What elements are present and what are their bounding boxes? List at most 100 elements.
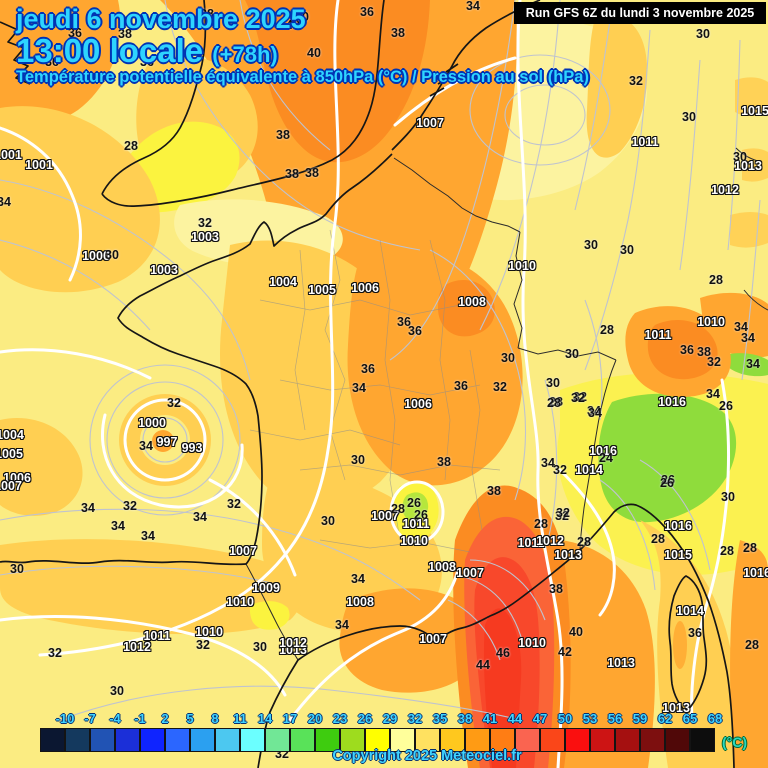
scale-tick-label: 26 (357, 711, 373, 726)
temperature-label: 36 (397, 314, 411, 329)
temperature-label: 30 (105, 247, 119, 262)
scale-tick-label: -10 (55, 711, 75, 726)
pressure-label: 1014 (575, 462, 603, 477)
scale-tick-label: 65 (682, 711, 698, 726)
temperature-label: 30 (546, 375, 560, 390)
scale-cell (640, 728, 665, 752)
temperature-label: 34 (0, 194, 11, 209)
temperature-label: 34 (193, 509, 207, 524)
scale-cell (540, 728, 565, 752)
scale-cell (365, 728, 390, 752)
scale-tick-label: 50 (557, 711, 573, 726)
scale-tick-label: 5 (186, 711, 194, 726)
pressure-label: 1015 (664, 547, 692, 562)
temperature-label: 28 (391, 501, 405, 516)
temperature-label: 36 (454, 378, 468, 393)
scale-tick-label: 20 (307, 711, 323, 726)
scale-tick-label: 68 (707, 711, 723, 726)
pressure-label: 1011 (631, 134, 659, 149)
temperature-label: 40 (286, 17, 300, 32)
pressure-label: 1009 (252, 580, 280, 595)
temperature-label: 28 (709, 272, 723, 287)
scale-cell (215, 728, 240, 752)
temperature-label: 32 (571, 390, 585, 405)
pressure-label: 1003 (150, 262, 178, 277)
pressure-label: 1007 (416, 115, 444, 130)
temperature-label: 36 (680, 342, 694, 357)
temperature-label: 30 (584, 237, 598, 252)
pressure-label: 1010 (400, 533, 428, 548)
temperature-label: 30 (721, 489, 735, 504)
temperature-label: 32 (707, 354, 721, 369)
temperature-label: 34 (734, 319, 748, 334)
temperature-label: 40 (569, 624, 583, 639)
temperature-label: 30 (620, 242, 634, 257)
scale-tick-label: 59 (632, 711, 648, 726)
pressure-label: 1005 (0, 446, 23, 461)
temperature-label: 30 (682, 109, 696, 124)
scale-cell (615, 728, 640, 752)
department-borders (249, 229, 501, 553)
valid-time-text: 13:00 locale (16, 32, 204, 69)
pressure-label: 1016 (743, 565, 768, 580)
scale-cell (340, 728, 365, 752)
pressure-label: 1007 (419, 631, 447, 646)
run-info-text: Run GFS 6Z du lundi 3 novembre 2025 (525, 6, 755, 20)
temperature-label: 38 (391, 25, 405, 40)
scale-tick-label: 32 (407, 711, 423, 726)
temperature-label: 38 (549, 581, 563, 596)
pressure-label: 1010 (226, 594, 254, 609)
parameter-subtitle: Température potentielle équivalente à 85… (16, 68, 589, 86)
pressure-label: 1016 (589, 443, 617, 458)
pressure-label: 1010 (697, 314, 725, 329)
pressure-label: 1006 (3, 470, 31, 485)
scale-tick-label: 35 (432, 711, 448, 726)
temperature-label: 34 (741, 330, 755, 345)
temperature-label: 36 (140, 54, 154, 69)
temperature-label: 40 (307, 45, 321, 60)
scale-cell (40, 728, 65, 752)
scale-cell (465, 728, 490, 752)
temperature-label: 34 (746, 356, 760, 371)
pressure-label: 993 (181, 440, 203, 455)
pressure-label: 1008 (458, 294, 486, 309)
temperature-label: 26 (407, 495, 421, 510)
pressure-label: 1007 (371, 508, 399, 523)
scale-tick-label: 44 (507, 711, 523, 726)
temperature-label: 30 (321, 513, 335, 528)
pressure-label: 1012 (123, 639, 151, 654)
temperature-label: 34 (111, 518, 125, 533)
temperature-label: 28 (534, 516, 548, 531)
scale-tick-label: 17 (282, 711, 298, 726)
scale-cell (415, 728, 440, 752)
pressure-label: 1012 (711, 182, 739, 197)
temperature-label: 38 (200, 6, 214, 21)
pressure-label: 1000 (82, 248, 110, 263)
scale-cell (190, 728, 215, 752)
isobars (0, 0, 730, 768)
pressure-label: 1008 (428, 559, 456, 574)
valid-date-title: jeudi 6 novembre 2025 (16, 4, 306, 34)
pressure-label: 1015 (741, 103, 768, 118)
temperature-label: 36 (408, 323, 422, 338)
temperature-label: 34 (587, 403, 601, 418)
temperature-label: 38 (437, 454, 451, 469)
temperature-label: 26 (719, 398, 733, 413)
temperature-label: 32 (629, 73, 643, 88)
scale-cell (390, 728, 415, 752)
temperature-label: 28 (651, 531, 665, 546)
pressure-label: 1013 (607, 655, 635, 670)
scale-tick-label: -1 (134, 711, 146, 726)
scale-cell (240, 728, 265, 752)
scale-tick-label: 29 (382, 711, 398, 726)
pressure-label: 1000 (138, 415, 166, 430)
scale-tick-label: 62 (657, 711, 673, 726)
theta-e-contours (0, 0, 761, 721)
temperature-label: 38 (487, 483, 501, 498)
temperature-label: 34 (335, 617, 349, 632)
pressure-label: 1011 (644, 327, 672, 342)
scale-color-cells (40, 728, 715, 752)
temperature-label: 32 (555, 508, 569, 523)
pressure-label: 1014 (676, 603, 704, 618)
scale-cell (565, 728, 590, 752)
